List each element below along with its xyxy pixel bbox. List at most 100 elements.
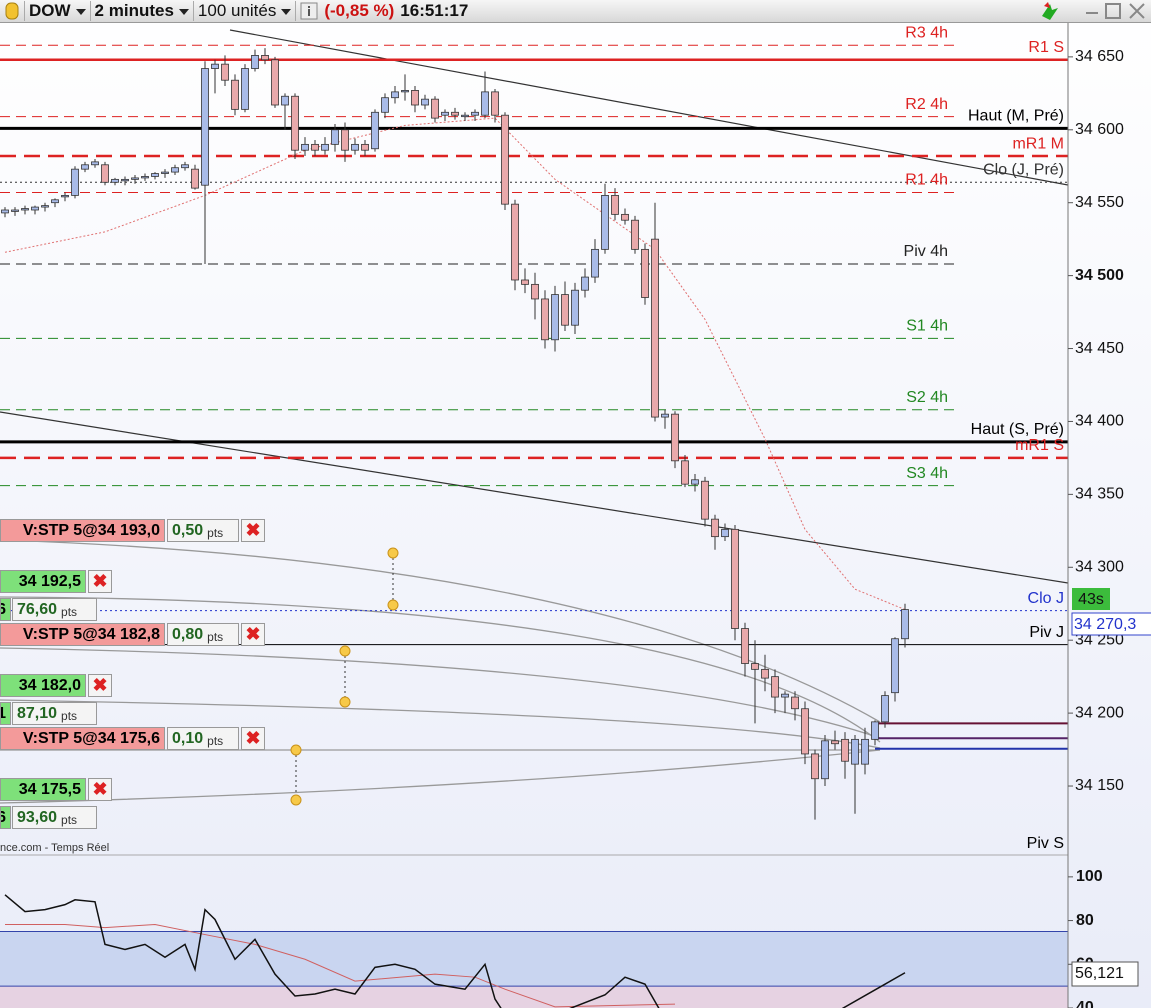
candle-body bbox=[791, 696, 799, 710]
y-tick-label: 34 550 bbox=[1075, 194, 1124, 211]
rsi-tick-label: 80 bbox=[1076, 912, 1094, 929]
stop-order: V:STP 5@34 175,6 bbox=[0, 727, 165, 750]
rsi-tick-label: 40 bbox=[1076, 999, 1094, 1008]
candle-body bbox=[531, 283, 539, 300]
candle-body bbox=[821, 740, 829, 780]
distance-unit: pts bbox=[207, 525, 224, 540]
candle-body bbox=[731, 528, 739, 629]
candle-body bbox=[321, 143, 329, 151]
candle-body bbox=[571, 289, 579, 326]
gain: 76,60 pts bbox=[12, 598, 97, 621]
order-dots bbox=[290, 547, 399, 806]
cancel-button[interactable]: ✖ bbox=[88, 674, 112, 697]
candle-body bbox=[21, 208, 29, 211]
level-label: mR1 S bbox=[1015, 437, 1064, 454]
level-label: R3 4h bbox=[905, 24, 948, 41]
candle-body bbox=[311, 143, 319, 151]
time: 16:51:17 bbox=[400, 1, 469, 20]
level-label: S3 4h bbox=[906, 465, 948, 482]
candle-body bbox=[851, 738, 859, 765]
distance-value: 0,80 bbox=[172, 625, 204, 643]
candle-body bbox=[511, 203, 519, 281]
order-links bbox=[295, 553, 394, 800]
level-label: Piv S bbox=[1027, 835, 1064, 852]
candle-body bbox=[131, 177, 139, 180]
y-tick-label: 34 250 bbox=[1075, 631, 1124, 648]
countdown: 43s bbox=[1078, 591, 1104, 608]
candle-body bbox=[781, 693, 789, 698]
candle-body bbox=[601, 195, 609, 250]
source: nce.com - Temps Réel bbox=[0, 842, 109, 854]
y-tick-label: 34 200 bbox=[1075, 704, 1124, 721]
symbol[interactable]: DOW bbox=[25, 1, 91, 21]
candle-body bbox=[251, 55, 259, 69]
candle-body bbox=[411, 90, 419, 106]
y-tick-label: 34 600 bbox=[1075, 121, 1124, 138]
candle-body bbox=[521, 279, 529, 285]
candle-body bbox=[751, 663, 759, 670]
stop-distance: 0,10 pts bbox=[167, 727, 239, 750]
candle-body bbox=[41, 205, 49, 208]
candle-body bbox=[431, 98, 439, 119]
level-label: Haut (M, Pré) bbox=[968, 108, 1064, 125]
gain-value: 76,60 bbox=[17, 600, 58, 618]
rsi-band bbox=[0, 931, 1068, 987]
countdown-box bbox=[1072, 588, 1110, 610]
cancel-button[interactable]: ✖ bbox=[88, 778, 112, 801]
candle-body bbox=[171, 167, 179, 173]
candle-body bbox=[891, 638, 899, 694]
cancel-button[interactable]: ✖ bbox=[241, 519, 265, 542]
y-tick-label: 34 300 bbox=[1075, 558, 1124, 575]
quantity: 6 bbox=[0, 598, 11, 621]
rsi-lines bbox=[4, 894, 906, 1008]
candle-body bbox=[361, 143, 369, 151]
candle-body bbox=[11, 209, 19, 212]
gain-unit: pts bbox=[61, 604, 78, 619]
candle-body bbox=[721, 528, 729, 538]
level-label: R1 4h bbox=[905, 172, 948, 189]
candle-body bbox=[81, 164, 89, 170]
level-label: R2 4h bbox=[905, 96, 948, 113]
distance-value: 0,10 bbox=[172, 729, 204, 747]
level-label: Piv J bbox=[1029, 624, 1064, 641]
cancel-button[interactable]: ✖ bbox=[241, 727, 265, 750]
candle-body bbox=[491, 91, 499, 116]
period[interactable]: 2 minutes bbox=[91, 1, 194, 21]
candle-body bbox=[281, 95, 289, 106]
window-controls[interactable] bbox=[1038, 0, 1148, 22]
candle-body bbox=[591, 248, 599, 278]
cancel-button[interactable]: ✖ bbox=[88, 570, 112, 593]
info[interactable] bbox=[296, 1, 322, 21]
y-tick-label: 34 150 bbox=[1075, 777, 1124, 794]
y-tick-label: 34 500 bbox=[1075, 267, 1124, 284]
candle-body bbox=[581, 276, 589, 291]
candle-body bbox=[401, 90, 409, 93]
candle-body bbox=[271, 59, 279, 106]
stop-distance: 0,50 pts bbox=[167, 519, 239, 542]
candle-body bbox=[811, 753, 819, 780]
cancel-button[interactable]: ✖ bbox=[241, 623, 265, 646]
size[interactable]: 100 unités bbox=[194, 1, 297, 21]
last-price: 34 270,3 bbox=[1074, 616, 1136, 633]
candle-body bbox=[651, 238, 659, 418]
change: (-0,85 %) bbox=[324, 1, 395, 20]
rsi-tick-label: 100 bbox=[1076, 868, 1103, 885]
rsi-band bbox=[0, 986, 1068, 1008]
gain: 93,60 pts bbox=[12, 806, 97, 829]
candle-body bbox=[211, 63, 219, 69]
logo[interactable] bbox=[0, 1, 25, 21]
candle-body bbox=[351, 143, 359, 151]
candle-body bbox=[371, 111, 379, 150]
quantity: 6 bbox=[0, 806, 11, 829]
rsi-line bbox=[4, 894, 906, 1008]
y-tick-label: 34 350 bbox=[1075, 486, 1124, 503]
candle-body bbox=[611, 195, 619, 215]
rsi-value: 56,121 bbox=[1075, 965, 1124, 982]
candle-body bbox=[671, 413, 679, 462]
candle-body bbox=[701, 480, 709, 520]
candle-body bbox=[871, 721, 879, 740]
candle-body bbox=[881, 695, 889, 723]
level-label: mR1 M bbox=[1012, 135, 1064, 152]
level-label: Piv 4h bbox=[904, 243, 948, 260]
